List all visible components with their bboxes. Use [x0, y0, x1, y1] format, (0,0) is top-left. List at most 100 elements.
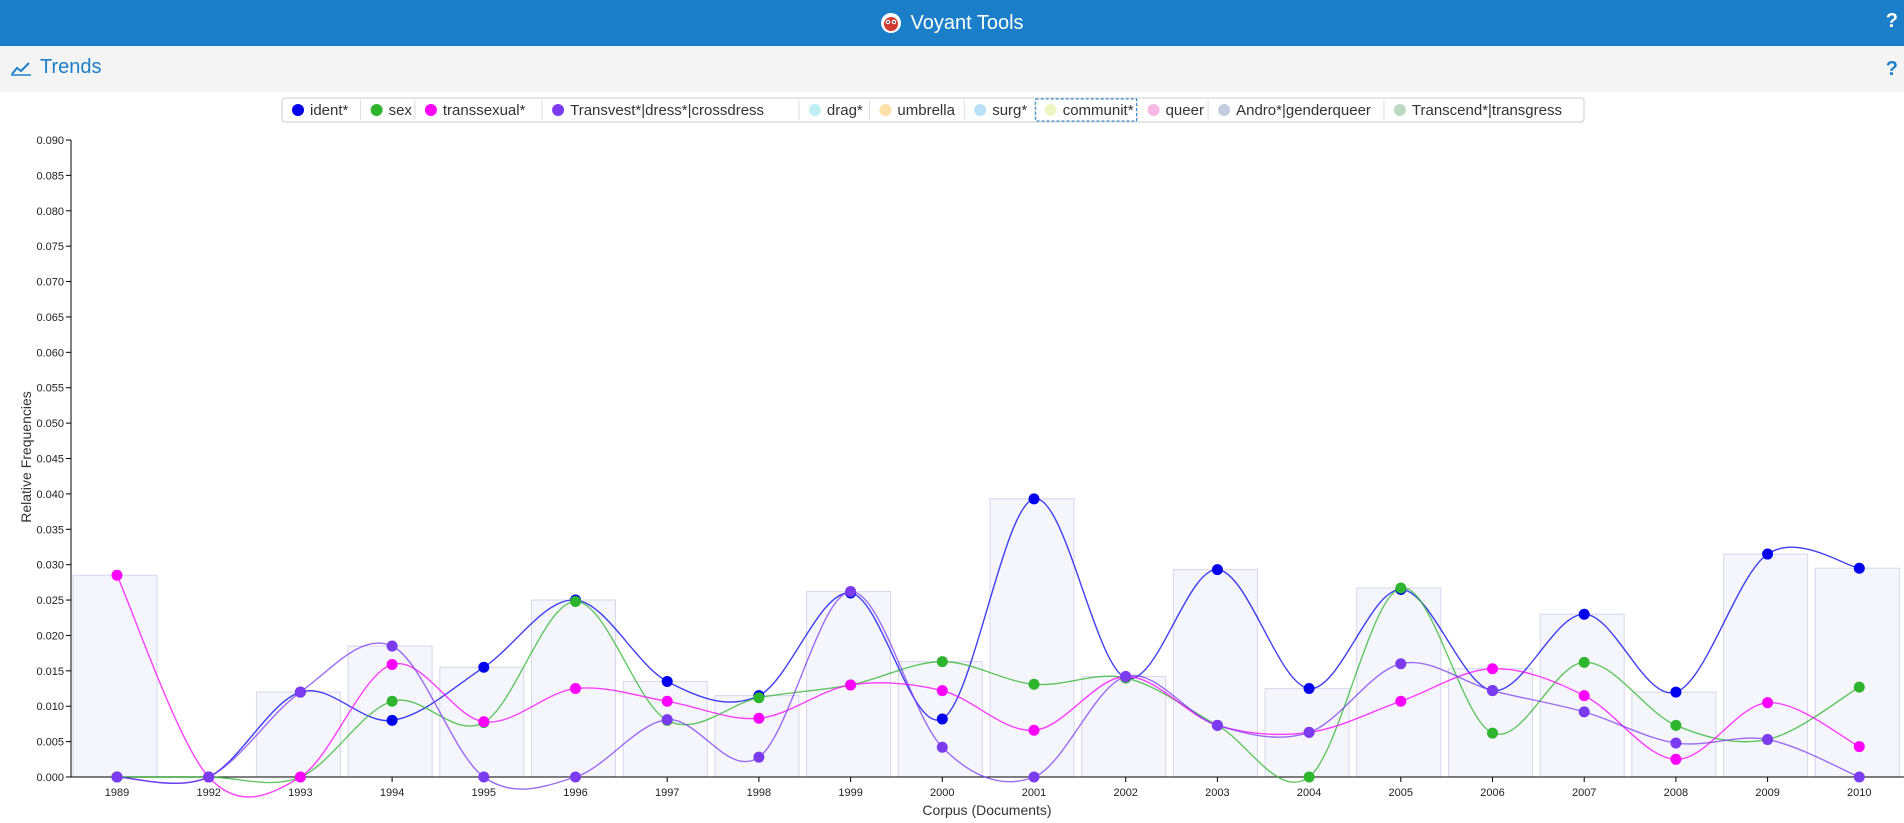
legend-item-ident[interactable]: ident* — [292, 102, 349, 119]
legend-swatch — [370, 104, 383, 116]
y-tick-label: 0.055 — [36, 383, 64, 395]
data-point-sex[interactable] — [1395, 582, 1407, 594]
legend-swatch — [552, 104, 565, 116]
data-point-transsexual[interactable] — [753, 712, 765, 724]
legend-item-transcend-transgress[interactable]: Transcend*|transgress — [1383, 100, 1562, 120]
data-point-ident[interactable] — [1762, 548, 1774, 560]
data-point-ident[interactable] — [386, 714, 398, 726]
data-point-transvest-dress-crossdress[interactable] — [203, 771, 215, 783]
data-point-sex[interactable] — [1578, 656, 1590, 668]
trends-chart: ident* sex transsexual* Transvest*|dress*|c… — [18, 97, 1904, 818]
data-point-transvest-dress-crossdress[interactable] — [1303, 726, 1315, 738]
document-bar — [72, 574, 158, 778]
data-point-transvest-dress-crossdress[interactable] — [1670, 737, 1682, 749]
legend-item-umbrella[interactable]: umbrella — [868, 100, 956, 120]
legend-item-sex[interactable]: sex — [360, 100, 413, 120]
data-point-transsexual[interactable] — [570, 683, 581, 695]
legend-label: sex — [389, 102, 413, 119]
panel-help-button[interactable]: ? — [1885, 58, 1898, 80]
data-point-ident[interactable] — [936, 713, 948, 725]
legend-item-drag[interactable]: drag* — [798, 100, 863, 120]
data-point-transsexual[interactable] — [478, 716, 490, 728]
y-tick-label: 0.010 — [36, 701, 64, 713]
data-point-transvest-dress-crossdress[interactable] — [1120, 670, 1132, 682]
data-point-sex[interactable] — [1303, 771, 1315, 783]
data-point-transsexual[interactable] — [294, 771, 306, 783]
legend-label: surg* — [992, 102, 1027, 119]
data-point-sex[interactable] — [1853, 681, 1865, 693]
legend-item-surg[interactable]: surg* — [963, 100, 1027, 120]
data-point-ident[interactable] — [661, 675, 673, 687]
data-point-transvest-dress-crossdress[interactable] — [386, 640, 398, 652]
legend-swatch — [292, 104, 304, 116]
y-tick-label: 0.080 — [36, 206, 64, 218]
data-point-ident[interactable] — [1853, 562, 1865, 574]
data-point-ident[interactable] — [1028, 493, 1040, 505]
data-point-transsexual[interactable] — [111, 569, 123, 581]
data-point-ident[interactable] — [478, 661, 490, 673]
data-point-transvest-dress-crossdress[interactable] — [661, 714, 673, 726]
legend-item-transsexual[interactable]: transsexual* — [414, 100, 526, 120]
trends-chart-icon — [11, 62, 31, 76]
data-point-transsexual[interactable] — [1395, 695, 1407, 707]
data-point-transsexual[interactable] — [1028, 724, 1040, 736]
data-point-transsexual[interactable] — [1670, 753, 1682, 765]
legend-item-transvest-dress-crossdress[interactable]: Transvest*|dress*|crossdress — [541, 100, 764, 120]
data-point-transvest-dress-crossdress[interactable] — [294, 686, 306, 698]
data-point-sex[interactable] — [1028, 678, 1040, 690]
document-bar — [255, 691, 341, 778]
y-tick-label: 0.060 — [36, 347, 64, 359]
data-point-ident[interactable] — [1303, 683, 1315, 695]
data-point-sex[interactable] — [936, 656, 948, 668]
data-point-sex[interactable] — [1670, 719, 1682, 731]
x-tick-label: 1999 — [838, 787, 862, 799]
legend-item-queer[interactable]: queer — [1137, 100, 1204, 120]
data-point-transvest-dress-crossdress[interactable] — [845, 586, 857, 598]
data-point-transvest-dress-crossdress[interactable] — [936, 741, 948, 753]
data-point-ident[interactable] — [1578, 608, 1590, 620]
app-help-button[interactable]: ? — [1885, 10, 1898, 32]
data-point-transvest-dress-crossdress[interactable] — [1395, 658, 1407, 670]
panel-title: Trends — [40, 56, 102, 78]
y-tick-label: 0.040 — [36, 489, 64, 501]
data-point-sex[interactable] — [1487, 727, 1498, 739]
y-tick-label: 0.020 — [36, 630, 64, 642]
data-point-sex[interactable] — [753, 692, 765, 704]
legend-item-andro-genderqueer[interactable]: Andro*|genderqueer — [1207, 100, 1371, 120]
data-point-transsexual[interactable] — [661, 695, 673, 707]
data-point-transvest-dress-crossdress[interactable] — [111, 771, 123, 783]
data-point-sex[interactable] — [570, 595, 581, 607]
data-point-transvest-dress-crossdress[interactable] — [1211, 719, 1223, 731]
data-point-transvest-dress-crossdress[interactable] — [753, 751, 765, 763]
legend-label: umbrella — [897, 102, 955, 119]
data-point-transsexual[interactable] — [845, 679, 857, 691]
data-point-transvest-dress-crossdress[interactable] — [478, 771, 490, 783]
legend-swatch — [1044, 104, 1057, 116]
x-tick-label: 2003 — [1205, 787, 1229, 799]
data-point-transvest-dress-crossdress[interactable] — [570, 771, 581, 783]
series-line-ident — [116, 498, 1860, 784]
y-tick-label: 0.075 — [36, 241, 64, 253]
data-point-transsexual[interactable] — [1853, 741, 1865, 753]
x-tick-label: 2008 — [1664, 787, 1688, 799]
legend-item-communit[interactable]: communit* — [1034, 98, 1138, 122]
data-point-transsexual[interactable] — [1487, 663, 1498, 675]
legend-label: drag* — [827, 102, 863, 119]
x-tick-label: 2009 — [1755, 787, 1779, 799]
data-point-transvest-dress-crossdress[interactable] — [1853, 771, 1865, 783]
x-tick-label: 1989 — [105, 787, 129, 799]
data-point-transvest-dress-crossdress[interactable] — [1578, 706, 1590, 718]
x-tick-label: 2006 — [1480, 787, 1504, 799]
data-point-ident[interactable] — [1670, 686, 1682, 698]
data-point-ident[interactable] — [1211, 564, 1223, 576]
y-tick-label: 0.005 — [36, 737, 64, 749]
legend-label: queer — [1166, 102, 1204, 119]
data-point-transsexual[interactable] — [936, 685, 948, 697]
data-point-sex[interactable] — [386, 695, 398, 707]
data-point-transvest-dress-crossdress[interactable] — [1487, 685, 1498, 697]
data-point-transsexual[interactable] — [1578, 690, 1590, 702]
data-point-transsexual[interactable] — [1762, 697, 1774, 709]
data-point-transvest-dress-crossdress[interactable] — [1762, 733, 1774, 745]
data-point-transsexual[interactable] — [386, 658, 398, 670]
data-point-transvest-dress-crossdress[interactable] — [1028, 771, 1040, 783]
